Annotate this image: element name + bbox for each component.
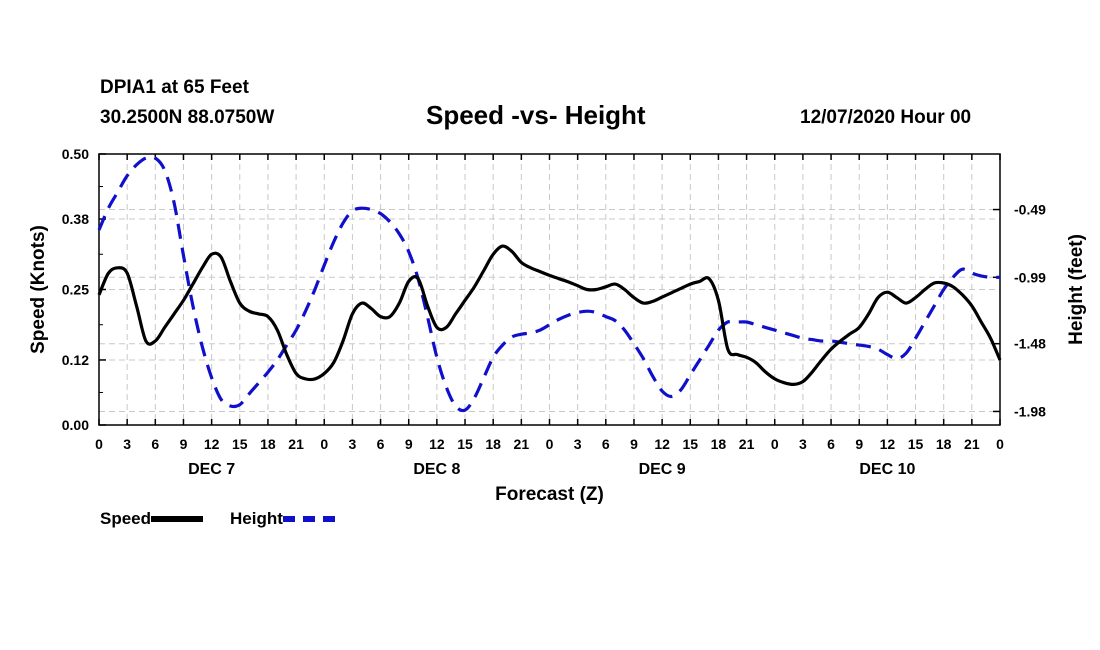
day-label: DEC 10 — [859, 461, 915, 478]
height-series-line — [97, 155, 1001, 413]
x-tick-label: 9 — [180, 436, 188, 452]
series — [97, 155, 1002, 413]
y-tick-label: 0.00 — [62, 417, 89, 433]
x-tick-label: 0 — [996, 436, 1004, 452]
legend-height-swatch — [282, 516, 335, 522]
x-tick-label: 9 — [405, 436, 413, 452]
forecast-datetime: 12/07/2020 Hour 00 — [800, 107, 972, 128]
x-tick-label: 21 — [964, 436, 980, 452]
legend-speed: Speed — [100, 509, 204, 529]
y2-axis-title: Height (feet) — [1066, 234, 1087, 345]
y-tick-label: 0.38 — [62, 211, 89, 227]
x-tick-label: 12 — [654, 436, 670, 452]
x-tick-label: 15 — [457, 436, 473, 452]
legend-height: Height — [230, 509, 335, 529]
x-tick-label: 3 — [574, 436, 582, 452]
x-tick-label: 15 — [232, 436, 248, 452]
x-tick-label: 0 — [95, 436, 103, 452]
x-axis-title: Forecast (Z) — [495, 484, 604, 505]
speed-series-line — [97, 244, 1002, 387]
x-tick-label: 21 — [739, 436, 755, 452]
legend-height-label: Height — [230, 509, 283, 528]
x-tick-label: 15 — [682, 436, 698, 452]
x-tick-label: 9 — [855, 436, 863, 452]
x-tick-label: 18 — [260, 436, 276, 452]
x-tick-label: 0 — [771, 436, 779, 452]
grid — [99, 154, 1000, 425]
coordinates-label: 30.2500N 88.0750W — [100, 107, 275, 128]
y-tick-label: 0.12 — [62, 352, 89, 368]
x-tick-label: 12 — [880, 436, 896, 452]
station-label: DPIA1 at 65 Feet — [100, 77, 249, 98]
x-tick-label: 18 — [936, 436, 952, 452]
x-tick-label: 18 — [485, 436, 501, 452]
day-label: DEC 7 — [188, 461, 235, 478]
x-tick-label: 6 — [827, 436, 835, 452]
y2-tick-label: -0.99 — [1014, 269, 1046, 285]
axis-labels: 0 3 6 9 12 15 18 21 0 3 6 9 12 15 18 21 0 3 6 9 12 15 18 21 0 3 6 9… — [28, 146, 1087, 505]
x-tick-label: 18 — [711, 436, 727, 452]
chart-title: Speed -vs- Height — [426, 100, 646, 130]
x-tick-label: 21 — [514, 436, 530, 452]
legend-speed-label: Speed — [100, 509, 152, 528]
x-tick-label: 6 — [151, 436, 159, 452]
y-axis-title: Speed (Knots) — [28, 225, 49, 354]
x-tick-label: 3 — [349, 436, 357, 452]
x-tick-label: 12 — [429, 436, 445, 452]
x-tick-label: 3 — [799, 436, 807, 452]
y2-tick-label: -1.48 — [1014, 336, 1046, 352]
x-tick-label: 6 — [377, 436, 385, 452]
x-tick-label: 3 — [123, 436, 131, 452]
y-tick-label: 0.25 — [62, 282, 89, 298]
x-tick-label: 6 — [602, 436, 610, 452]
legend-speed-swatch — [151, 516, 204, 522]
day-label: DEC 9 — [639, 461, 686, 478]
x-tick-label: 12 — [204, 436, 220, 452]
y2-tick-label: -0.49 — [1014, 202, 1046, 218]
y2-tick-label: -1.98 — [1014, 403, 1046, 419]
x-tick-label: 21 — [288, 436, 304, 452]
axes — [98, 153, 1001, 426]
y-tick-label: 0.50 — [62, 146, 89, 162]
day-label: DEC 8 — [413, 461, 460, 478]
x-tick-label: 15 — [908, 436, 924, 452]
x-tick-label: 0 — [546, 436, 554, 452]
x-tick-label: 0 — [320, 436, 328, 452]
x-tick-label: 9 — [630, 436, 638, 452]
